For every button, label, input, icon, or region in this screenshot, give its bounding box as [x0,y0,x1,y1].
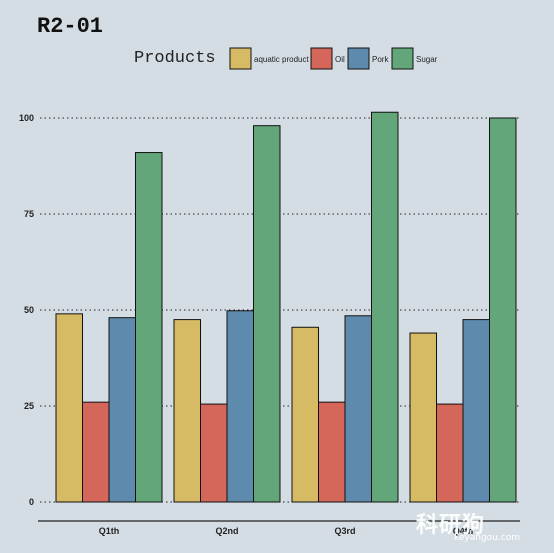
legend-swatch [229,47,252,70]
legend-entry: Oil [335,55,345,64]
bar [436,403,464,503]
chart-title: R2-01 [37,14,104,39]
legend-swatch [347,47,370,70]
bar [489,117,517,503]
legend-swatch [391,47,414,70]
bar [55,313,83,503]
legend-title: Products [134,49,216,68]
bar [108,317,136,503]
bar [135,152,163,503]
y-tick-label: 25 [24,401,34,411]
legend-entry: Sugar [416,55,438,64]
bar [318,401,346,503]
y-tick-label: 75 [24,209,34,219]
bar [291,326,319,503]
bar [173,319,201,503]
watermark-logo: 科研狗 keyangou.com [416,507,548,547]
bar [344,315,372,503]
x-tick-label: Q1th [99,526,120,536]
bar [462,319,490,503]
watermark-logo-text: 科研狗 [416,513,486,538]
bar [409,332,437,503]
bar [226,310,254,503]
y-tick-label: 50 [24,305,34,315]
bar [253,125,281,503]
legend-swatch [310,47,333,70]
x-tick-label: Q3rd [334,526,355,536]
x-tick-label: Q4th [453,526,474,536]
bar [371,111,399,503]
legend-entry: aquatic product [254,55,309,64]
x-tick-label: Q2nd [215,526,238,536]
legend-entry: Pork [372,55,389,64]
y-tick-label: 100 [19,113,34,123]
y-tick-label: 0 [29,497,34,507]
bar [82,401,110,503]
watermark-url: keyangou.com [454,533,520,543]
bar [200,403,228,503]
